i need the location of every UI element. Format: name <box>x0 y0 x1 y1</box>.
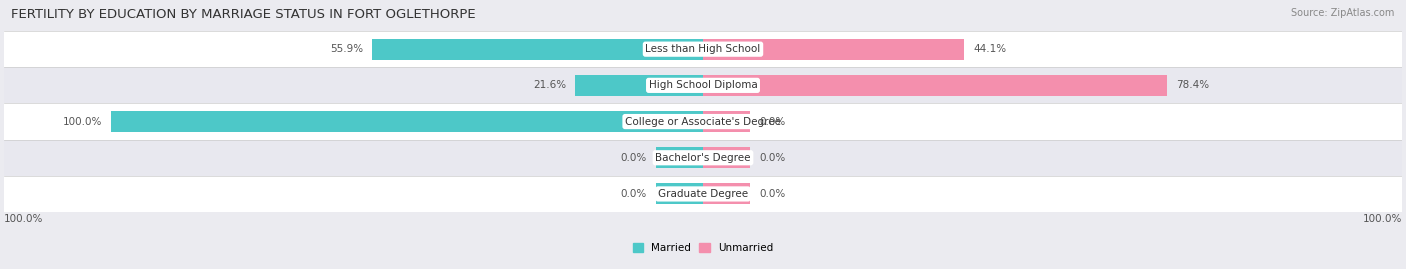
Bar <box>655 147 703 168</box>
Legend: Married, Unmarried: Married, Unmarried <box>628 239 778 257</box>
Text: Graduate Degree: Graduate Degree <box>658 189 748 199</box>
Bar <box>703 75 1167 96</box>
Text: 0.0%: 0.0% <box>759 189 786 199</box>
Bar <box>4 104 1402 140</box>
Text: 100.0%: 100.0% <box>62 116 101 126</box>
Bar <box>4 140 1402 176</box>
Text: 0.0%: 0.0% <box>620 153 647 163</box>
Text: Bachelor's Degree: Bachelor's Degree <box>655 153 751 163</box>
Bar <box>703 147 751 168</box>
Bar <box>655 183 703 204</box>
Text: High School Diploma: High School Diploma <box>648 80 758 90</box>
Text: 0.0%: 0.0% <box>759 116 786 126</box>
Text: 100.0%: 100.0% <box>4 214 44 224</box>
Bar <box>4 31 1402 67</box>
Bar <box>111 111 703 132</box>
Text: FERTILITY BY EDUCATION BY MARRIAGE STATUS IN FORT OGLETHORPE: FERTILITY BY EDUCATION BY MARRIAGE STATU… <box>11 8 475 21</box>
Text: College or Associate's Degree: College or Associate's Degree <box>626 116 780 126</box>
Bar <box>4 67 1402 104</box>
Text: Less than High School: Less than High School <box>645 44 761 54</box>
Text: 55.9%: 55.9% <box>330 44 363 54</box>
Text: Source: ZipAtlas.com: Source: ZipAtlas.com <box>1291 8 1395 18</box>
Text: 44.1%: 44.1% <box>973 44 1007 54</box>
Bar <box>575 75 703 96</box>
Text: 100.0%: 100.0% <box>1362 214 1402 224</box>
Bar <box>4 176 1402 212</box>
Text: 21.6%: 21.6% <box>533 80 567 90</box>
Bar <box>703 39 965 60</box>
Bar <box>703 183 751 204</box>
Text: 0.0%: 0.0% <box>759 153 786 163</box>
Bar <box>373 39 703 60</box>
Text: 78.4%: 78.4% <box>1177 80 1209 90</box>
Bar <box>703 111 751 132</box>
Text: 0.0%: 0.0% <box>620 189 647 199</box>
